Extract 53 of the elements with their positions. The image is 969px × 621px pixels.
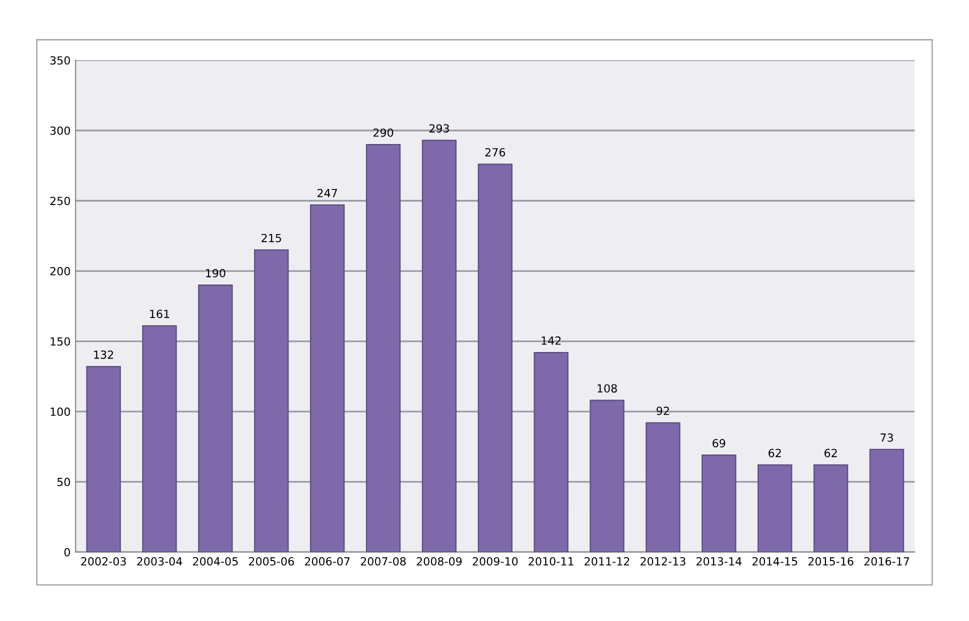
bar bbox=[813, 464, 848, 552]
y-tick-label: 350 bbox=[50, 56, 70, 65]
x-tick-label: 2009-10 bbox=[472, 557, 518, 566]
bar bbox=[310, 204, 345, 552]
data-label: 108 bbox=[598, 384, 617, 393]
y-tick-label: 100 bbox=[50, 408, 70, 416]
x-tick-label: 2012-13 bbox=[640, 557, 686, 566]
bar bbox=[86, 366, 121, 552]
data-label: 132 bbox=[94, 350, 114, 359]
x-tick-label: 2005-06 bbox=[248, 557, 294, 566]
x-tick-label: 2007-08 bbox=[360, 557, 406, 566]
data-label: 293 bbox=[429, 124, 449, 133]
x-tick-label: 2013-14 bbox=[696, 557, 742, 566]
y-tick-label: 300 bbox=[50, 126, 70, 135]
data-label: 69 bbox=[712, 438, 726, 448]
y-tick-label: 150 bbox=[50, 337, 70, 346]
x-tick-label: 2004-05 bbox=[193, 557, 238, 566]
data-label: 161 bbox=[150, 310, 170, 318]
x-tick-label: 2014-15 bbox=[752, 557, 798, 566]
bar bbox=[646, 422, 680, 552]
x-tick-label: 2015-16 bbox=[808, 557, 854, 566]
data-label: 247 bbox=[318, 188, 337, 198]
data-label: 290 bbox=[373, 128, 394, 137]
x-tick-label: 2006-07 bbox=[304, 557, 350, 566]
data-label: 276 bbox=[485, 148, 506, 157]
x-tick-label: 2016-17 bbox=[864, 557, 910, 566]
y-tick-label: 200 bbox=[50, 266, 70, 276]
data-label: 62 bbox=[768, 448, 781, 458]
data-label: 92 bbox=[656, 406, 669, 416]
bar bbox=[254, 249, 289, 552]
bar bbox=[422, 140, 457, 552]
data-label: 73 bbox=[880, 433, 893, 442]
bar bbox=[198, 284, 233, 552]
bar bbox=[590, 400, 624, 552]
bar bbox=[142, 325, 177, 552]
x-tick-label: 2008-09 bbox=[416, 557, 462, 566]
bar bbox=[534, 352, 568, 552]
x-tick-label: 2010-11 bbox=[528, 557, 574, 566]
bar bbox=[758, 464, 792, 552]
bar bbox=[702, 454, 736, 552]
y-tick-label: 250 bbox=[50, 196, 70, 206]
x-tick-label: 2011-12 bbox=[584, 557, 630, 566]
x-tick-label: 2003-04 bbox=[137, 557, 182, 566]
y-tick-label: 0 bbox=[64, 548, 70, 556]
bar bbox=[366, 144, 401, 552]
bar bbox=[478, 164, 512, 552]
data-label: 142 bbox=[542, 336, 561, 345]
data-label: 62 bbox=[824, 448, 837, 458]
bar bbox=[869, 448, 904, 552]
data-label: 190 bbox=[206, 268, 226, 278]
data-label: 215 bbox=[262, 234, 282, 242]
x-tick-label: 2002-03 bbox=[81, 557, 126, 566]
y-tick-label: 50 bbox=[57, 478, 70, 486]
